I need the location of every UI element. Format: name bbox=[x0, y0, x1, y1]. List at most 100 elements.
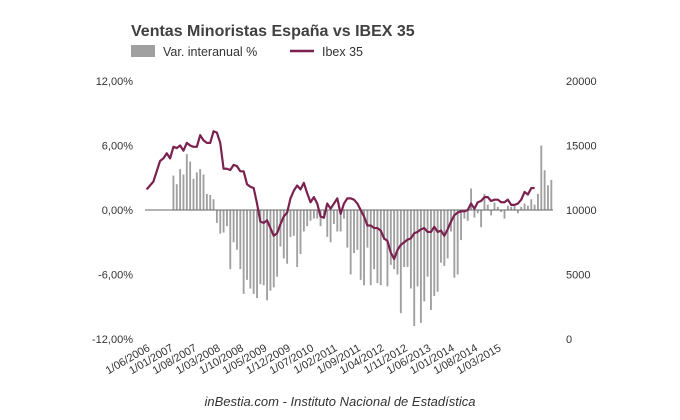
bar bbox=[533, 204, 536, 211]
bar bbox=[329, 210, 332, 243]
bar bbox=[202, 174, 205, 210]
bar bbox=[506, 205, 509, 210]
bar bbox=[430, 210, 432, 310]
bar-series bbox=[172, 145, 553, 327]
bar bbox=[205, 193, 208, 211]
bar bbox=[199, 169, 202, 210]
bar bbox=[326, 210, 329, 237]
bar bbox=[266, 210, 268, 301]
y-left-tick-label: 0,00% bbox=[102, 205, 133, 217]
line-series bbox=[145, 130, 535, 261]
legend-label-bars: Var. interanual % bbox=[163, 45, 257, 59]
bar bbox=[246, 210, 248, 280]
bar bbox=[523, 203, 526, 210]
bar bbox=[453, 210, 456, 278]
bar bbox=[426, 210, 429, 277]
bar bbox=[540, 145, 543, 210]
bar bbox=[306, 210, 309, 227]
bar bbox=[279, 210, 282, 247]
bar bbox=[292, 210, 295, 236]
bar bbox=[349, 210, 352, 275]
bar bbox=[296, 210, 299, 267]
bar bbox=[436, 210, 439, 292]
bar bbox=[282, 210, 285, 259]
bar bbox=[346, 210, 349, 248]
bar bbox=[443, 210, 446, 266]
bar bbox=[269, 210, 272, 291]
bar bbox=[496, 206, 499, 210]
bar bbox=[480, 210, 483, 228]
y-right-tick-label: 15000 bbox=[566, 141, 597, 153]
bar bbox=[175, 184, 178, 210]
bar bbox=[286, 210, 289, 264]
bar bbox=[466, 210, 469, 221]
bar bbox=[219, 210, 222, 234]
bar bbox=[460, 210, 462, 241]
bar bbox=[226, 210, 228, 227]
bar bbox=[389, 210, 392, 265]
bar bbox=[473, 210, 476, 218]
bar bbox=[256, 210, 258, 299]
bar bbox=[215, 210, 218, 223]
bar bbox=[520, 206, 523, 210]
bar bbox=[419, 210, 422, 323]
bar bbox=[416, 210, 419, 287]
bar bbox=[446, 210, 449, 259]
bar bbox=[249, 210, 252, 289]
bar bbox=[309, 210, 312, 221]
bar bbox=[339, 210, 342, 232]
bar bbox=[543, 170, 546, 210]
source-caption: inBestia.com - Instituto Nacional de Est… bbox=[205, 394, 476, 409]
bar bbox=[423, 210, 426, 302]
left-axis: 12,00% 6,00% 0,00% -6,00% -12,00% bbox=[92, 76, 133, 346]
bar bbox=[189, 161, 192, 211]
bar bbox=[272, 210, 275, 288]
bar bbox=[463, 210, 466, 219]
bar bbox=[369, 210, 372, 286]
legend: Var. interanual % Ibex 35 bbox=[131, 45, 363, 59]
bar bbox=[172, 175, 175, 210]
bar bbox=[396, 210, 399, 275]
bar bbox=[232, 210, 235, 243]
bar bbox=[490, 210, 493, 216]
bar bbox=[530, 199, 533, 210]
bar bbox=[312, 210, 315, 219]
bar bbox=[363, 210, 365, 286]
bar bbox=[493, 202, 496, 210]
bar bbox=[182, 174, 185, 210]
bar bbox=[516, 210, 519, 214]
y-right-tick-label: 0 bbox=[566, 334, 572, 346]
y-left-tick-label: -6,00% bbox=[98, 270, 133, 282]
bar bbox=[236, 210, 238, 250]
bar bbox=[399, 210, 402, 314]
bar bbox=[503, 210, 506, 219]
bar bbox=[333, 210, 335, 224]
bar bbox=[550, 179, 553, 210]
bar bbox=[510, 206, 513, 210]
bar bbox=[195, 172, 198, 211]
y-right-tick-label: 10000 bbox=[566, 205, 597, 217]
legend-swatch-bars bbox=[131, 45, 155, 57]
bar bbox=[376, 210, 379, 284]
bar bbox=[379, 210, 382, 286]
x-axis: 1/06/20061/01/20071/08/20071/03/20081/10… bbox=[104, 342, 504, 377]
bar bbox=[386, 210, 389, 287]
bar bbox=[252, 210, 255, 294]
bar bbox=[319, 210, 322, 227]
ibex-line bbox=[145, 130, 535, 261]
bar bbox=[343, 210, 345, 219]
bar bbox=[242, 210, 245, 294]
y-left-tick-label: -12,00% bbox=[92, 334, 133, 346]
bar bbox=[433, 210, 436, 296]
bar bbox=[212, 199, 215, 210]
bar bbox=[486, 204, 489, 211]
bar bbox=[209, 194, 212, 210]
bar bbox=[383, 210, 386, 241]
bar bbox=[229, 210, 232, 270]
legend-label-line: Ibex 35 bbox=[322, 45, 363, 59]
bar bbox=[456, 210, 459, 275]
y-right-tick-label: 5000 bbox=[566, 270, 590, 282]
bar bbox=[336, 210, 339, 232]
bar bbox=[413, 210, 416, 327]
bar bbox=[440, 210, 442, 263]
